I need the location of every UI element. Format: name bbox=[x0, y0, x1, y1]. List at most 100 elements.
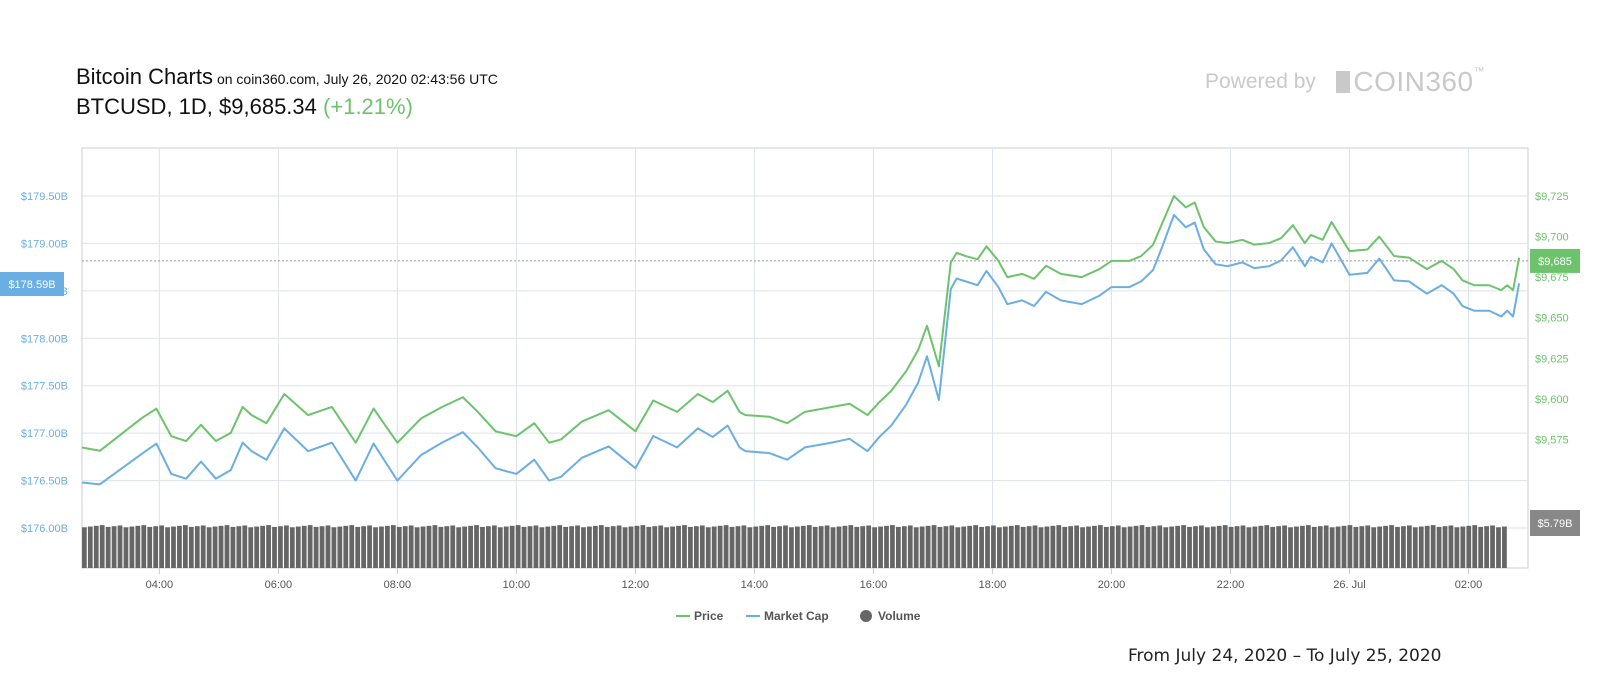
volume-bar bbox=[688, 526, 693, 568]
volume-bar bbox=[1294, 526, 1299, 568]
volume-bar bbox=[183, 525, 188, 568]
powered-by-badge[interactable]: Powered by COIN360™ bbox=[1205, 66, 1485, 98]
volume-bar bbox=[771, 526, 776, 568]
volume-bar bbox=[1068, 526, 1074, 568]
chart-lines bbox=[81, 195, 1528, 486]
volume-bar bbox=[806, 525, 812, 568]
volume-bar bbox=[194, 526, 200, 568]
left-axis-tick: $178.00B bbox=[21, 333, 68, 345]
volume-bar bbox=[711, 526, 717, 568]
volume-bar bbox=[783, 525, 788, 568]
price-series-line bbox=[81, 195, 1521, 452]
left-axis-tick: $179.50B bbox=[21, 191, 68, 203]
x-axis-tick: 12:00 bbox=[622, 579, 650, 591]
volume-bar bbox=[99, 525, 105, 568]
legend-label: Market Cap bbox=[764, 609, 829, 623]
volume-bar bbox=[456, 527, 462, 568]
volume-bar bbox=[438, 526, 444, 568]
volume-bar bbox=[509, 525, 515, 568]
volume-bar bbox=[1210, 526, 1216, 568]
volume-bar bbox=[1246, 527, 1252, 568]
left-axis-tick: $176.00B bbox=[21, 523, 68, 535]
volume-bar bbox=[616, 525, 622, 568]
volume-bar bbox=[533, 525, 539, 568]
volume-bar bbox=[682, 525, 687, 568]
right-axis-tick: $9,650 bbox=[1535, 313, 1569, 325]
chart-legend[interactable]: Price Market Cap Volume bbox=[676, 609, 921, 623]
bitcoin-chart[interactable]: $179.50B$179.00B$178.50B$178.00B$177.50B… bbox=[0, 0, 1600, 640]
volume-bar bbox=[1008, 525, 1014, 568]
volume-bar bbox=[1412, 527, 1418, 568]
volume-bar bbox=[260, 525, 265, 568]
volume-bar bbox=[284, 525, 289, 568]
volume-bar bbox=[717, 525, 723, 568]
volume-bar bbox=[931, 525, 937, 568]
left-axis-tick: $177.50B bbox=[21, 381, 68, 393]
powered-by-label: Powered by bbox=[1205, 70, 1316, 93]
volume-bar bbox=[1098, 525, 1103, 568]
plot-frame bbox=[81, 147, 1529, 569]
volume-bar bbox=[1430, 525, 1436, 568]
volume-bar bbox=[206, 527, 212, 568]
volume-bar bbox=[1448, 525, 1454, 568]
volume-bar bbox=[925, 525, 931, 568]
left-axis-tick: $176.50B bbox=[21, 476, 68, 488]
volume-bar bbox=[1377, 526, 1383, 568]
coin360-logo[interactable]: COIN360™ bbox=[1336, 66, 1485, 98]
volume-bar bbox=[331, 527, 337, 568]
legend-dot-swatch bbox=[860, 610, 872, 622]
x-axis-tick: 06:00 bbox=[265, 579, 293, 591]
volume-bar bbox=[759, 525, 765, 568]
volume-bar bbox=[1335, 526, 1341, 568]
volume-bar bbox=[1406, 525, 1412, 568]
left-axis-tick: $177.00B bbox=[21, 428, 68, 440]
volume-bar bbox=[123, 527, 129, 568]
x-axis-tick: 18:00 bbox=[979, 579, 1007, 591]
volume-bar bbox=[1288, 527, 1293, 568]
volume-bar bbox=[159, 525, 164, 568]
right-axis-tick: $9,700 bbox=[1535, 232, 1569, 244]
volume-bar bbox=[777, 526, 782, 568]
volume-bar bbox=[420, 526, 426, 568]
volume-bar bbox=[521, 526, 527, 568]
volume-bar bbox=[884, 525, 889, 568]
volume-bar bbox=[789, 527, 794, 568]
volume-bar bbox=[729, 526, 735, 568]
volume-bar bbox=[592, 525, 598, 568]
volume-bar bbox=[539, 527, 545, 568]
volume-bar bbox=[693, 526, 699, 568]
volume-bar bbox=[1026, 526, 1032, 568]
volume-bar bbox=[551, 525, 557, 568]
volume-bar bbox=[1347, 525, 1353, 568]
volume-bar bbox=[224, 525, 230, 568]
volume-bar bbox=[491, 525, 497, 568]
legend-item-market-cap[interactable]: Market Cap bbox=[746, 609, 829, 623]
volume-bar bbox=[1092, 525, 1097, 568]
volume-bar bbox=[1478, 526, 1484, 568]
volume-bar bbox=[1169, 526, 1175, 568]
legend-item-price[interactable]: Price bbox=[676, 609, 724, 623]
current-market-cap-label: $178.59B bbox=[8, 279, 55, 291]
volume-bar bbox=[705, 527, 711, 568]
volume-bar bbox=[1228, 526, 1234, 568]
chart-title-line: Bitcoin Charts on coin360.com, July 26, 2… bbox=[76, 64, 498, 90]
volume-bar bbox=[569, 526, 574, 568]
volume-bar bbox=[1234, 526, 1240, 568]
volume-bar bbox=[985, 526, 990, 568]
volume-bar bbox=[836, 526, 842, 568]
volume-bar bbox=[634, 525, 640, 568]
volume-bar bbox=[242, 525, 248, 568]
volume-bar bbox=[1270, 526, 1276, 568]
volume-bar bbox=[919, 526, 925, 568]
pair-price: BTCUSD, 1D, $9,685.34 bbox=[76, 94, 317, 119]
volume-bar bbox=[741, 525, 747, 568]
volume-bar bbox=[1103, 526, 1109, 568]
volume-bar bbox=[878, 526, 883, 568]
volume-bar bbox=[230, 526, 236, 568]
volume-bar bbox=[135, 525, 141, 568]
volume-bar bbox=[373, 527, 378, 568]
volume-bar bbox=[699, 525, 705, 568]
legend-item-volume[interactable]: Volume bbox=[860, 609, 921, 623]
volume-bar bbox=[1002, 526, 1008, 568]
current-price-label: $9,685 bbox=[1538, 256, 1572, 268]
